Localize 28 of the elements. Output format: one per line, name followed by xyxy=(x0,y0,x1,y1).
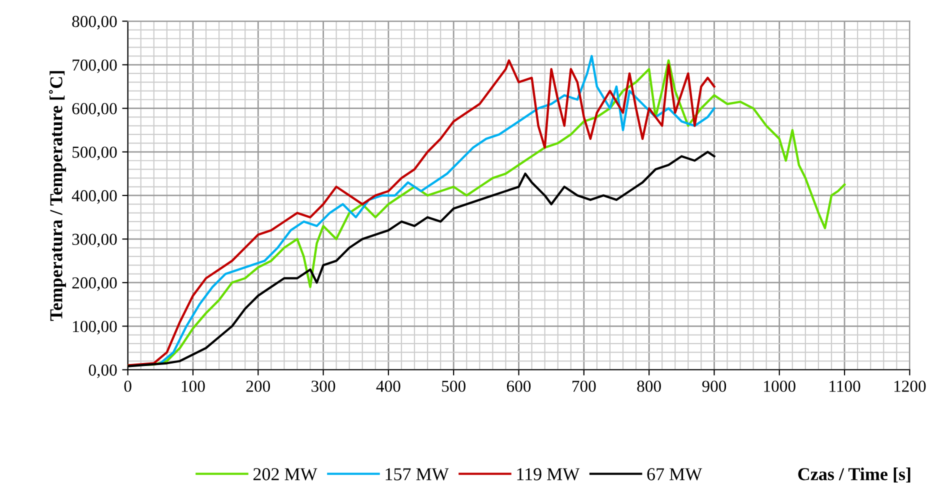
x-tick-label: 900 xyxy=(702,380,726,392)
x-tick-label: 700 xyxy=(572,380,596,392)
legend-label: 119 MW xyxy=(517,468,580,480)
x-tick-label: 500 xyxy=(442,380,466,392)
y-tick-label: 100,00 xyxy=(73,320,117,335)
y-tick-label: 500,00 xyxy=(72,146,117,160)
x-tick-label: 1200 xyxy=(894,380,926,392)
x-tick-label: 1100 xyxy=(830,380,860,392)
legend-label: 157 MW xyxy=(386,468,449,480)
y-tick-label: 800,00 xyxy=(72,16,117,30)
y-tick-label: 300,00 xyxy=(72,234,117,248)
y-tick-label: 400,00 xyxy=(72,190,117,204)
x-tick-label: 400 xyxy=(376,380,400,392)
x-tick-label: 100 xyxy=(182,380,205,392)
x-tick-label: 800 xyxy=(637,380,661,392)
x-axis-title: Czas / Time [s] xyxy=(798,468,910,482)
legend-label: 67 MW xyxy=(647,468,702,480)
y-tick-label: 200,00 xyxy=(72,277,117,291)
y-tick-label: 600,00 xyxy=(72,103,117,117)
legend-label: 202 MW xyxy=(253,468,318,480)
x-tick-label: 200 xyxy=(246,380,270,392)
y-tick-label: 700,00 xyxy=(72,59,117,74)
y-tick-label: 0,00 xyxy=(88,364,117,378)
x-tick-label: 600 xyxy=(506,380,531,392)
x-tick-label: 1000 xyxy=(764,380,796,392)
y-axis-title: Temperatura / Temperature [˚C] xyxy=(49,71,66,321)
x-tick-label: 0 xyxy=(124,380,132,392)
x-tick-label: 300 xyxy=(312,380,336,392)
